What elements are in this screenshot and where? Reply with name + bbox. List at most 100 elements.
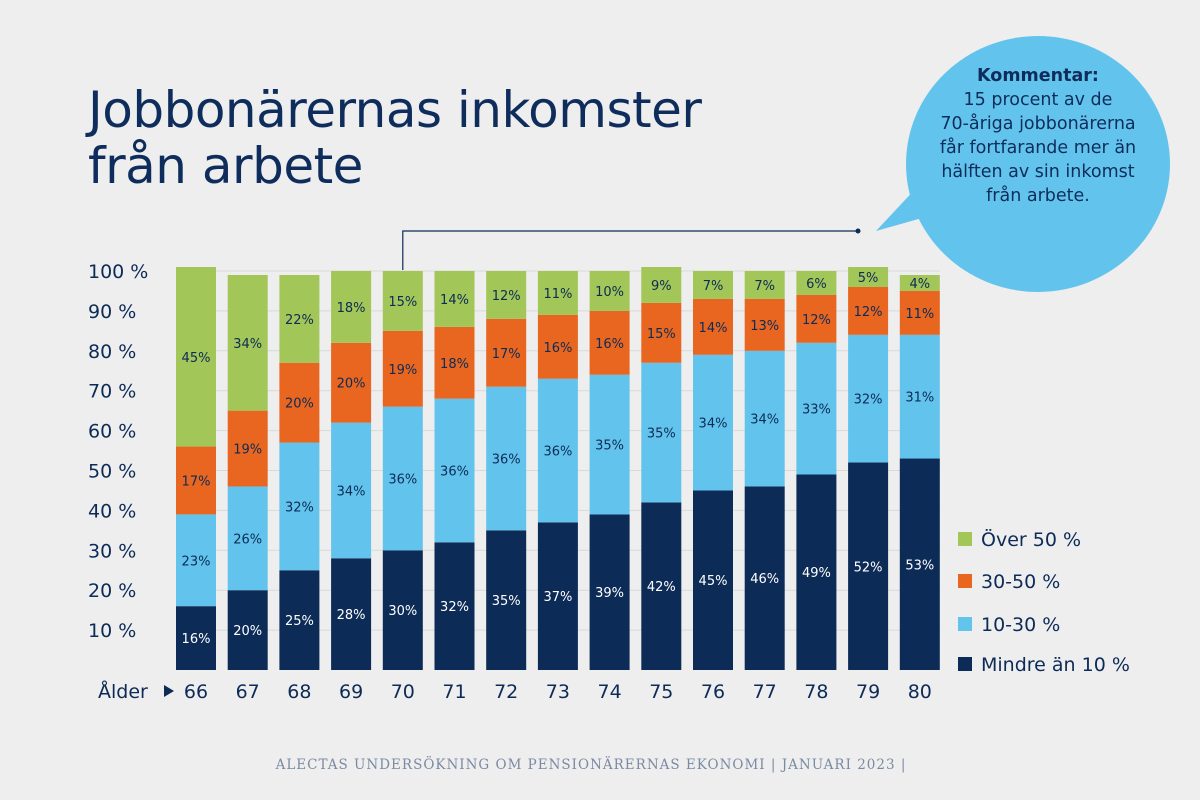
bar-segment (227, 590, 268, 670)
bar-data-label: 5% (858, 271, 879, 286)
connector-dot (855, 228, 861, 234)
bar-data-label: 18% (337, 301, 366, 316)
bar-data-label: 12% (854, 305, 883, 320)
x-tick-label: 71 (442, 681, 466, 703)
bar-segment (693, 490, 733, 670)
bar-segment (537, 378, 578, 523)
source-footer: ALECTAS UNDERSÖKNING OM PENSIONÄRERNAS E… (275, 757, 907, 773)
legend-label: Över 50 % (981, 528, 1081, 551)
bar-data-label: 18% (440, 357, 469, 372)
legend-label: 10-30 % (981, 614, 1060, 636)
bar-segment (589, 374, 630, 515)
x-tick-label: 73 (546, 681, 570, 703)
bar-data-label: 7% (703, 279, 724, 294)
bar-data-label: 14% (440, 293, 469, 308)
y-tick-label: 40 % (88, 500, 136, 522)
bar-data-label: 49% (802, 566, 831, 581)
bar-segment (434, 326, 475, 399)
bar-data-label: 33% (802, 403, 831, 418)
comment-bubble-shape (876, 36, 1170, 292)
bar-segment (848, 286, 889, 335)
bar-segment (486, 318, 527, 387)
connector-line (402, 230, 858, 270)
bar-data-label: 34% (233, 337, 262, 352)
comment-bubble: Kommentar: 15 procent av de 70-åriga job… (900, 64, 1176, 208)
bar-data-label: 19% (233, 443, 262, 458)
bar-data-label: 36% (543, 445, 572, 460)
bar-data-label: 17% (182, 474, 211, 489)
bar-segment (693, 354, 733, 491)
y-tick-label: 70 % (88, 381, 136, 403)
comment-line: från arbete. (986, 186, 1090, 206)
bar-data-label: 36% (492, 453, 521, 468)
bar-data-label: 10% (595, 285, 624, 300)
bar-data-label: 37% (543, 590, 572, 605)
x-tick-label: 77 (753, 681, 777, 703)
bar-segment (537, 522, 578, 670)
bar-data-label: 26% (233, 532, 262, 547)
bar-data-label: 20% (337, 377, 366, 392)
bar-segment (331, 342, 372, 423)
legend-swatch (958, 574, 972, 588)
comment-line: får fortfarande mer än (939, 138, 1137, 158)
x-tick-label: 76 (701, 681, 725, 703)
bar-data-label: 28% (337, 608, 366, 623)
bar-data-label: 45% (182, 351, 211, 366)
bar-segment (537, 314, 578, 379)
bar-segment (589, 514, 630, 670)
chart-title-line-2: från arbete (88, 137, 363, 195)
bar-segment (331, 271, 372, 343)
bar-segment (744, 486, 785, 670)
y-tick-label: 80 % (88, 341, 136, 363)
bar-data-label: 15% (388, 295, 417, 310)
bar-segment (227, 274, 268, 411)
bar-segment (486, 530, 527, 670)
bar-segment (641, 502, 682, 670)
y-axis: 10 % 20 % 30 % 40 % 50 % 60 % 70 % 80 % 90 % 100 … (88, 261, 148, 642)
bar-data-label: 31% (905, 391, 934, 406)
bar-segment (279, 362, 320, 443)
bar-segment (176, 446, 216, 515)
bar-data-label: 32% (440, 600, 469, 615)
bar-data-label: 52% (854, 560, 883, 575)
legend-swatch (958, 657, 972, 671)
bar-segment (382, 406, 423, 551)
bar-data-label: 4% (909, 277, 930, 292)
comment-line: 70-åriga jobbonärerna (940, 114, 1136, 134)
bar-segment (382, 271, 423, 331)
bar-segment (796, 342, 837, 475)
x-axis: 66 67 68 69 70 71 72 73 74 75 76 77 78 79 80 Ålder (98, 680, 932, 703)
y-tick-label: 50 % (88, 461, 136, 483)
y-tick-label: 20 % (88, 580, 136, 602)
bar-data-label: 11% (905, 307, 934, 322)
bar-segment (279, 274, 320, 363)
bar-data-label: 11% (543, 287, 572, 302)
y-tick-label: 90 % (88, 301, 136, 323)
bar-segment (176, 514, 216, 607)
bar-segment (589, 310, 630, 375)
bar-data-label: 17% (492, 347, 521, 362)
bar-segment (434, 398, 475, 543)
bar-data-label: 19% (388, 363, 417, 378)
bar-data-label: 20% (233, 624, 262, 639)
bar-segment (693, 298, 733, 355)
bar-segment (176, 606, 216, 670)
bar-segment (848, 334, 889, 463)
chart-title-line-1: Jobbonärernas inkomster (88, 81, 702, 139)
bar-segment (279, 570, 320, 670)
bar-data-label: 45% (699, 574, 728, 589)
bar-data-label: 23% (182, 554, 211, 569)
x-tick-label: 67 (236, 681, 260, 703)
x-tick-label: 68 (287, 681, 311, 703)
bar-data-label: 35% (647, 427, 676, 442)
x-tick-label: 78 (804, 681, 828, 703)
y-tick-label: 30 % (88, 540, 136, 562)
bar-data-label: 25% (285, 614, 314, 629)
bar-segment (899, 290, 940, 335)
bar-data-label: 34% (337, 484, 366, 499)
bar-segment (796, 474, 837, 670)
bar-data-label: 16% (543, 341, 572, 356)
bar-segment (641, 267, 682, 303)
bar-segment (848, 267, 889, 287)
bar-segment (434, 271, 475, 327)
